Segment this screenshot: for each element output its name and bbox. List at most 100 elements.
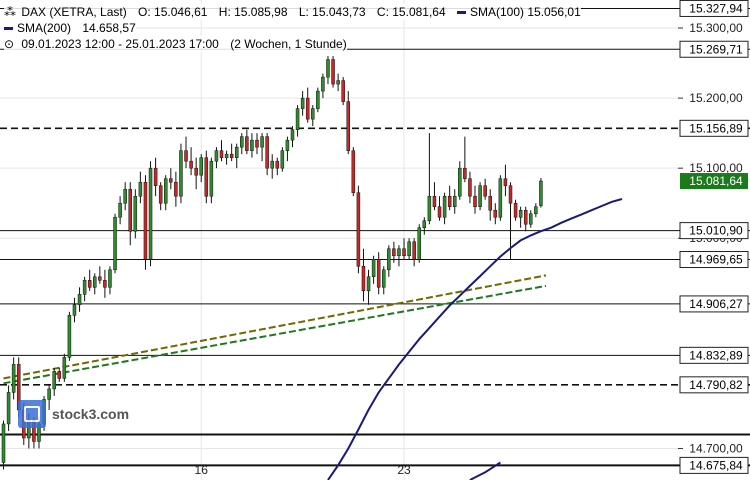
candle-down [523, 209, 528, 225]
x-tick-label: 16 [195, 463, 209, 477]
moving-averages [327, 198, 623, 480]
candle-up [458, 167, 462, 197]
price-level-tag [679, 222, 749, 240]
candle-up [113, 216, 117, 271]
candle-up [407, 241, 411, 257]
candle-up [518, 209, 523, 218]
candle-up [163, 178, 168, 204]
price-level-label: 14.675,84 [689, 458, 743, 472]
sma200-value: 14.658,57 [82, 21, 136, 35]
price-level-tag [679, 376, 749, 394]
candle-down [361, 266, 366, 292]
sma100-label: SMA(100) [469, 5, 525, 19]
y-tick-label: 14.700,00 [689, 441, 743, 455]
candle-down [468, 178, 472, 197]
candle-up [6, 392, 11, 425]
candle-down [229, 153, 234, 158]
instrument-name: DAX (XETRA, Last) [21, 5, 127, 19]
candle-down [204, 157, 209, 197]
open-value: O: 15.046,61 [138, 5, 208, 19]
price-level-label: 15.156,89 [689, 121, 743, 135]
candle-up [442, 195, 447, 218]
candle-down [402, 248, 406, 257]
candlestick-series [1, 56, 543, 470]
candle-up [539, 180, 543, 206]
candle-up [478, 185, 482, 207]
candle-up [67, 315, 72, 358]
sma200-swatch [4, 27, 13, 31]
candle-up [422, 220, 427, 228]
candle-up [498, 178, 503, 218]
candle-up [366, 276, 371, 292]
sma200-line [469, 461, 501, 480]
y-tick-label: 15.200,00 [689, 91, 743, 105]
candle-down [87, 280, 92, 288]
candle-up [179, 150, 183, 197]
candle-up [285, 139, 290, 151]
candle-down [503, 178, 508, 186]
y-tick-label: 15.300,00 [689, 21, 743, 35]
candle-down [189, 160, 193, 169]
price-level-tag [679, 0, 749, 17]
candle-down [376, 259, 381, 288]
candle-up [382, 269, 386, 288]
candle-down [513, 202, 518, 218]
trendline-olive [3, 274, 547, 380]
candle-down [98, 276, 102, 281]
candle-up [82, 280, 87, 295]
candle-down [265, 136, 269, 169]
candle-up [234, 146, 239, 158]
candle-up [240, 136, 244, 148]
price-level-tag [679, 251, 749, 269]
candle-up [1, 423, 6, 463]
candle-up [224, 153, 229, 158]
sma100-line [327, 198, 623, 480]
candle-up [250, 139, 254, 151]
ohlc-header: ⁂ DAX (XETRA, Last) O: 15.046,61 H: 15.0… [4, 4, 581, 20]
logo-text: stock3.com [52, 406, 130, 422]
logo-mark-icon [18, 400, 46, 428]
price-level-tag [679, 456, 749, 474]
candle-up [52, 371, 56, 390]
candle-up [371, 259, 376, 278]
candle-up [534, 206, 538, 214]
price-level-label: 15.010,90 [689, 224, 743, 238]
sma100-swatch [456, 11, 466, 15]
price-level-tag [679, 40, 749, 58]
clock-icon: ⊙ [4, 37, 15, 51]
candle-up [214, 150, 219, 162]
candle-up [295, 108, 300, 130]
candle-up [417, 227, 421, 260]
candle-up [148, 167, 153, 260]
time-axis: 16 23 [195, 463, 411, 477]
candle-down [275, 160, 280, 169]
candle-down [331, 59, 335, 85]
candle-up [108, 269, 112, 288]
interval-label: (2 Wochen, 1 Stunde) [230, 37, 347, 51]
candle-down [508, 185, 513, 204]
candle-down [346, 101, 351, 151]
price-level-label: 15.327,94 [689, 1, 743, 15]
trendlines [3, 274, 547, 385]
candle-up [138, 181, 143, 197]
candle-up [280, 150, 285, 169]
date-range: 09.01.2023 12:00 - 25.01.2023 17:00 [21, 37, 219, 51]
trendline-green [3, 284, 547, 385]
candle-down [305, 97, 310, 120]
candle-up [47, 388, 51, 400]
candle-down [412, 241, 416, 260]
candle-up [311, 108, 315, 120]
candle-up [427, 195, 432, 221]
high-value: H: 15.085,98 [218, 5, 288, 19]
candle-down [57, 371, 62, 379]
candle-down [432, 195, 437, 207]
candle-up [77, 294, 82, 306]
candle-down [103, 280, 107, 288]
candle-up [199, 157, 203, 176]
price-level-label: 15.269,71 [689, 42, 743, 56]
price-axis: 15.300,0015.200,0015.100,0015.000,0014.7… [678, 0, 749, 474]
candle-down [128, 188, 132, 232]
price-level-label: 14.790,82 [689, 378, 743, 392]
candle-down [219, 150, 224, 158]
